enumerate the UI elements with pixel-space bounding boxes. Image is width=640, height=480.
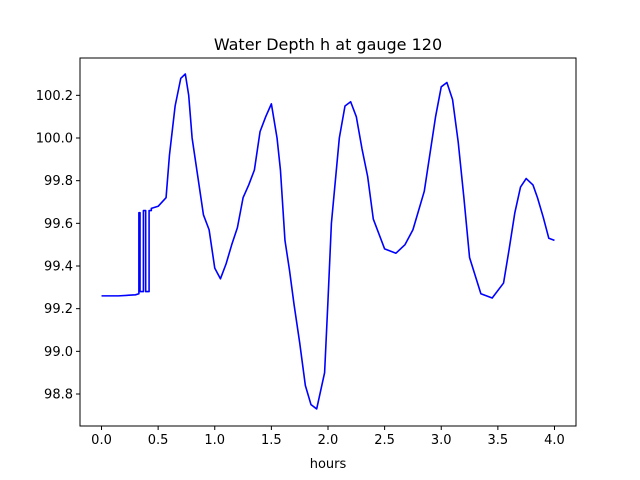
y-tick-label: 99.6 [44, 217, 73, 232]
chart-title: Water Depth h at gauge 120 [214, 35, 442, 54]
x-tick-label: 1.5 [261, 433, 282, 448]
y-tick-label: 99.2 [44, 302, 73, 317]
y-axis: 98.8 99.0 99.2 99.4 99.6 99.8 100.0 100.2 [36, 89, 80, 403]
x-tick-label: 0.5 [148, 433, 169, 448]
y-tick-label: 100.0 [36, 132, 73, 147]
x-axis-label: hours [310, 457, 347, 472]
y-tick-label: 99.8 [44, 174, 73, 189]
y-tick-label: 98.8 [44, 388, 73, 403]
series-line [101, 73, 555, 410]
y-tick-label: 99.0 [44, 345, 73, 360]
x-axis: 0.0 0.5 1.0 1.5 2.0 2.5 3.0 3.5 4.0 [91, 426, 565, 448]
series-layer [101, 73, 555, 410]
x-tick-label: 1.0 [204, 433, 225, 448]
x-tick-label: 2.5 [374, 433, 395, 448]
x-tick-label: 3.5 [488, 433, 509, 448]
y-tick-label: 100.2 [36, 89, 73, 104]
x-tick-label: 3.0 [431, 433, 452, 448]
y-tick-label: 99.4 [44, 260, 73, 275]
x-tick-label: 0.0 [91, 433, 112, 448]
x-tick-label: 2.0 [318, 433, 339, 448]
x-tick-label: 4.0 [544, 433, 565, 448]
